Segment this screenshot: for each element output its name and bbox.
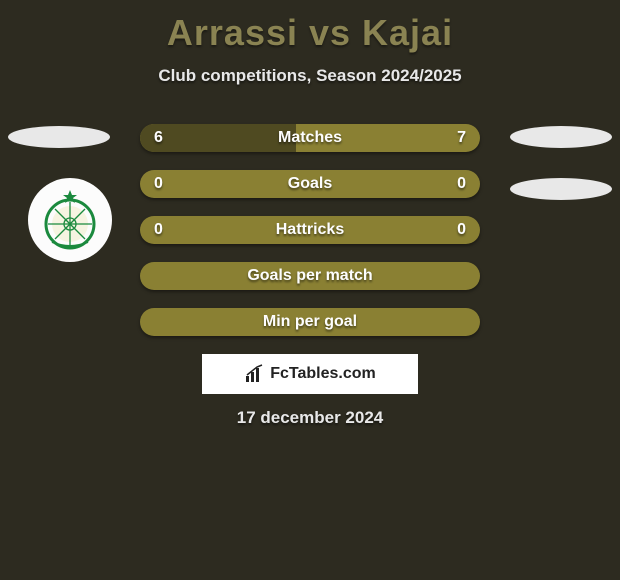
stat-value-left: 6 [154,129,163,147]
date-text: 17 december 2024 [0,408,620,428]
source-logo-text: FcTables.com [270,365,376,383]
club-crest-icon [38,188,102,252]
player-slot-right-2 [510,178,612,200]
stat-bar-mpg: Min per goal [140,308,480,336]
stat-label: Hattricks [276,221,344,239]
source-logo: FcTables.com [202,354,418,394]
stat-label: Goals per match [247,267,372,285]
stat-label: Min per goal [263,313,357,331]
stat-bar-hattricks: 0 Hattricks 0 [140,216,480,244]
stat-bar-matches: 6 Matches 7 [140,124,480,152]
stats-bars: 6 Matches 7 0 Goals 0 0 Hattricks 0 Goal… [140,124,480,354]
club-badge-left [28,178,112,262]
page-title: Arrassi vs Kajai [0,0,620,54]
player-slot-right-1 [510,126,612,148]
stat-value-left: 0 [154,221,163,239]
stat-value-left: 0 [154,175,163,193]
stat-value-right: 0 [457,221,466,239]
player-slot-left-1 [8,126,110,148]
stat-label: Matches [278,129,342,147]
stat-bar-goals: 0 Goals 0 [140,170,480,198]
subtitle: Club competitions, Season 2024/2025 [0,66,620,86]
stat-value-right: 7 [457,129,466,147]
stat-bar-gpm: Goals per match [140,262,480,290]
bar-fill-left [140,124,296,152]
stat-value-right: 0 [457,175,466,193]
stat-label: Goals [288,175,332,193]
bars-icon [244,364,264,384]
